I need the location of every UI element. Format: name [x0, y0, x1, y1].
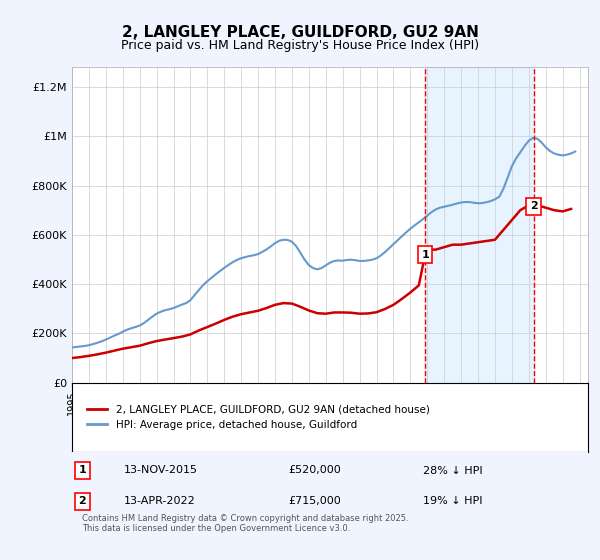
Text: 13-NOV-2015: 13-NOV-2015 — [124, 465, 197, 475]
Legend: 2, LANGLEY PLACE, GUILDFORD, GU2 9AN (detached house), HPI: Average price, detac: 2, LANGLEY PLACE, GUILDFORD, GU2 9AN (de… — [82, 400, 434, 434]
Text: 19% ↓ HPI: 19% ↓ HPI — [423, 497, 482, 506]
Text: 2: 2 — [79, 497, 86, 506]
Text: 13-APR-2022: 13-APR-2022 — [124, 497, 196, 506]
Text: 2, LANGLEY PLACE, GUILDFORD, GU2 9AN: 2, LANGLEY PLACE, GUILDFORD, GU2 9AN — [122, 25, 478, 40]
Text: 2: 2 — [530, 202, 538, 212]
Text: 28% ↓ HPI: 28% ↓ HPI — [423, 465, 482, 475]
Text: Price paid vs. HM Land Registry's House Price Index (HPI): Price paid vs. HM Land Registry's House … — [121, 39, 479, 52]
Text: 1: 1 — [79, 465, 86, 475]
Text: 1: 1 — [421, 250, 429, 259]
Text: £715,000: £715,000 — [289, 497, 341, 506]
Text: £520,000: £520,000 — [289, 465, 341, 475]
Text: Contains HM Land Registry data © Crown copyright and database right 2025.
This d: Contains HM Land Registry data © Crown c… — [82, 514, 409, 533]
Bar — [425, 67, 533, 382]
